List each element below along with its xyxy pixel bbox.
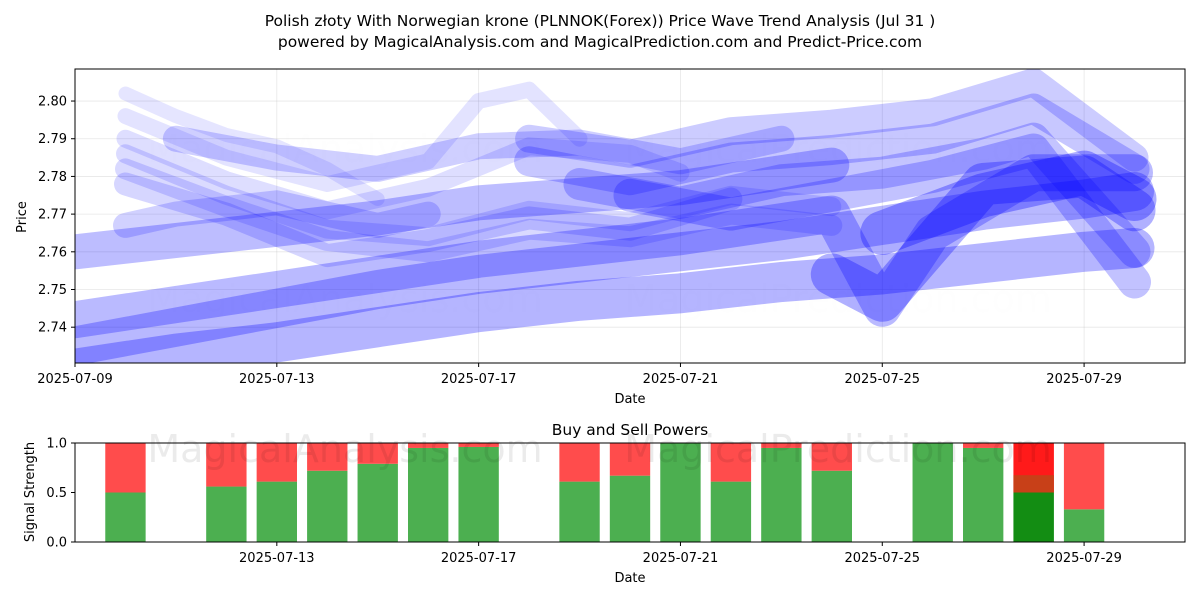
buy-power-bar — [963, 447, 1004, 542]
buy-power-bar — [660, 443, 701, 542]
price-plot-frame — [74, 68, 1186, 364]
price-wave-line — [810, 155, 1156, 322]
buy-power-bar — [206, 486, 247, 542]
signal-x-ticks: 2025-07-13 2025-07-17 2025-07-21 2025-07-25… — [239, 542, 1122, 566]
sell-power-bar — [609, 443, 651, 476]
buy-power-bar — [1063, 509, 1105, 542]
price-grid — [74, 69, 1185, 363]
price-wave-line — [75, 147, 850, 270]
price-wave-line — [75, 154, 1153, 339]
buy-power-bar — [559, 481, 600, 542]
sell-power-bar — [458, 443, 499, 447]
sell-power-bar — [811, 443, 852, 471]
price-wave-line — [117, 81, 588, 192]
sell-power-bar — [559, 443, 600, 482]
signal-y-tick-label: 1.0 — [46, 437, 67, 452]
buy-power-bar — [912, 443, 953, 542]
price-y-tick-label: 2.79 — [38, 132, 67, 147]
price-x-tick-label: 2025-07-29 — [1046, 372, 1122, 387]
price-wave-line — [75, 172, 1154, 363]
buy-power-bar — [609, 475, 651, 542]
price-wave-line — [162, 125, 795, 182]
watermark-analysis-top: MagicalAnalysis.com — [147, 127, 542, 171]
price-wave-line — [116, 144, 842, 247]
signal-x-tick-label: 2025-07-29 — [1046, 551, 1122, 566]
buy-power-bar — [357, 463, 398, 542]
price-y-tick-label: 2.77 — [38, 208, 67, 223]
price-wave-line — [113, 190, 441, 238]
price-wave-line — [118, 86, 385, 206]
price-y-tick-label: 2.78 — [38, 170, 67, 185]
signal-y-tick-label: 0.0 — [46, 536, 67, 551]
price-panel: MagicalAnalysis.com MagicalPrediction.co… — [15, 68, 1186, 407]
sell-power-bar-blend — [1013, 475, 1054, 493]
price-x-tick-label: 2025-07-25 — [844, 372, 920, 387]
sell-power-bar — [256, 443, 297, 482]
chart-title-line2: powered by MagicalAnalysis.com and Magic… — [278, 33, 922, 51]
price-x-axis-label: Date — [614, 392, 645, 407]
price-x-tick-label: 2025-07-21 — [643, 372, 719, 387]
watermark-analysis-bottom: MagicalAnalysis.com — [147, 427, 542, 471]
buy-power-bar — [105, 492, 146, 542]
price-wave-line — [116, 129, 690, 220]
signal-x-tick-label: 2025-07-17 — [441, 551, 517, 566]
price-wave-line — [563, 122, 1151, 268]
price-y-tick-label: 2.80 — [38, 95, 67, 110]
signal-title: Buy and Sell Powers — [552, 421, 709, 439]
price-wave-line — [75, 228, 1155, 363]
signal-y-axis-label: Signal Strength — [23, 442, 38, 542]
price-y-tick-label: 2.76 — [38, 245, 67, 260]
price-wave-line — [515, 69, 1149, 172]
watermark-prediction-mid: MagicalPrediction.com — [624, 277, 1052, 321]
buy-power-bar — [458, 446, 499, 542]
sell-power-bar — [307, 443, 348, 471]
sell-power-bar — [357, 443, 398, 464]
signal-y-ticks: 0.0 0.5 1.0 — [46, 437, 75, 551]
price-wave-line — [514, 93, 1150, 196]
sell-power-bar — [963, 443, 1004, 448]
signal-x-tick-label: 2025-07-25 — [844, 551, 920, 566]
signal-panel: Buy and Sell Powers MagicalAnalysis.com … — [23, 421, 1186, 586]
signal-bars — [105, 443, 1105, 542]
price-y-ticks: 2.74 2.75 2.76 2.77 2.78 2.79 2.80 — [38, 95, 75, 336]
buy-power-bar — [811, 470, 852, 542]
chart-title-line1: Polish złoty With Norwegian krone (PLNNO… — [265, 12, 936, 30]
price-wave-lines — [75, 69, 1157, 363]
watermark-prediction-bottom: MagicalPrediction.com — [624, 427, 1052, 471]
buy-power-bar — [761, 447, 802, 542]
buy-power-bar — [710, 481, 752, 542]
price-y-axis-label: Price — [15, 201, 30, 233]
signal-x-tick-label: 2025-07-13 — [239, 551, 315, 566]
price-wave-line — [613, 133, 1151, 299]
price-wave-line — [860, 150, 1157, 255]
buy-power-bar — [256, 481, 297, 542]
price-y-tick-label: 2.75 — [38, 283, 67, 298]
signal-y-tick-label: 0.5 — [46, 486, 67, 501]
price-plot-area — [75, 69, 1185, 363]
buy-power-bar — [408, 447, 449, 542]
signal-x-tick-label: 2025-07-21 — [643, 551, 719, 566]
watermark-prediction-top: MagicalPrediction.com — [624, 127, 1052, 171]
watermark-analysis-mid: MagicalAnalysis.com — [147, 277, 542, 321]
price-x-tick-label: 2025-07-09 — [37, 372, 113, 387]
sell-power-bar — [408, 443, 449, 448]
sell-power-bar — [710, 443, 752, 482]
sell-power-bar — [761, 443, 802, 448]
price-wave-line — [114, 172, 743, 268]
buy-power-bar — [307, 470, 348, 542]
signal-watermarks: MagicalAnalysis.com MagicalPrediction.co… — [147, 427, 1051, 471]
sell-power-bar — [1063, 443, 1105, 510]
price-y-tick-label: 2.74 — [38, 321, 67, 336]
sell-power-bar — [206, 443, 247, 487]
sell-power-bar — [105, 443, 146, 493]
price-x-tick-label: 2025-07-13 — [239, 372, 315, 387]
price-wave-line — [115, 158, 843, 263]
price-x-tick-label: 2025-07-17 — [441, 372, 517, 387]
price-x-ticks: 2025-07-09 2025-07-13 2025-07-17 2025-07-21… — [37, 363, 1122, 387]
buy-power-bar-highlight — [1013, 492, 1054, 542]
signal-x-axis-label: Date — [614, 571, 645, 586]
